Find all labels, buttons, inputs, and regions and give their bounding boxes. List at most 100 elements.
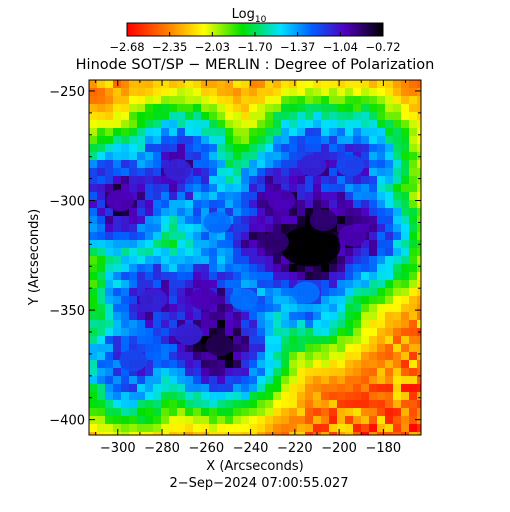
heatmap-cell [201, 432, 209, 435]
heatmap-cell [97, 320, 105, 328]
heatmap-cell [137, 408, 145, 416]
heatmap-cell [393, 144, 401, 152]
y-axis: −250−300−350−400 [49, 85, 421, 429]
heatmap-cell [185, 144, 193, 152]
heatmap-cell [393, 272, 401, 280]
heatmap-cell [241, 144, 249, 152]
heatmap-cell [113, 328, 121, 336]
x-axis: −300 −280 −260 −240 −220 −200 −180 [95, 80, 407, 456]
heatmap-cell [369, 80, 377, 88]
heatmap-cell [385, 80, 393, 88]
heatmap-cell [129, 312, 137, 320]
heatmap-cell [233, 336, 241, 344]
heatmap-cell [401, 248, 409, 256]
heatmap-cell [297, 432, 305, 435]
heatmap-cell [153, 80, 161, 88]
heatmap-cell [153, 432, 161, 435]
heatmap-cell [145, 336, 153, 344]
heatmap-cell [385, 424, 393, 432]
heatmap-cell [113, 384, 121, 392]
heatmap-cell [153, 384, 161, 392]
heatmap-cell [305, 400, 313, 408]
heatmap-cell [361, 176, 369, 184]
heatmap-cell [329, 144, 337, 152]
heatmap-cell [273, 312, 281, 320]
heatmap-cell [209, 232, 217, 240]
heatmap-cell [345, 416, 353, 424]
heatmap-cell [145, 368, 153, 376]
heatmap-cell [193, 408, 201, 416]
heatmap-cell [137, 152, 145, 160]
heatmap-cell [305, 88, 313, 96]
heatmap-cell [393, 328, 401, 336]
heatmap-cell [113, 256, 121, 264]
heatmap-cell [337, 120, 345, 128]
heatmap-cell [281, 320, 289, 328]
heatmap-cell [185, 288, 193, 296]
heatmap-cell [217, 120, 225, 128]
heatmap-cell [329, 112, 337, 120]
heatmap-cell [353, 200, 361, 208]
heatmap-cell [97, 120, 105, 128]
heatmap-cell [233, 216, 241, 224]
heatmap-cell [209, 112, 217, 120]
heatmap-cell [297, 304, 305, 312]
heatmap-cell [161, 368, 169, 376]
heatmap-cell [249, 152, 257, 160]
heatmap-cell [265, 216, 273, 224]
heatmap-cell [89, 288, 97, 296]
heatmap-cell [361, 280, 369, 288]
heatmap-cell [169, 128, 177, 136]
heatmap-cell [209, 352, 217, 360]
heatmap-cell [241, 120, 249, 128]
heatmap-cell [209, 80, 217, 88]
heatmap-cell [345, 128, 353, 136]
heatmap-cell [201, 152, 209, 160]
heatmap-cell [217, 424, 225, 432]
heatmap-cell [113, 240, 121, 248]
heatmap-cell [305, 112, 313, 120]
heatmap-cell [297, 312, 305, 320]
heatmap-cell [385, 384, 393, 392]
heatmap-cell [169, 424, 177, 432]
heatmap-cell [297, 136, 305, 144]
heatmap-cell [377, 376, 385, 384]
heatmap-cell [209, 128, 217, 136]
heatmap-cell [233, 120, 241, 128]
heatmap-cell [121, 112, 129, 120]
heatmap-cell [177, 320, 185, 328]
heatmap-feature [336, 154, 365, 177]
heatmap-cell [345, 368, 353, 376]
heatmap-cell [353, 264, 361, 272]
heatmap-cell [121, 272, 129, 280]
heatmap-feature [291, 281, 320, 304]
x-tick-label: −220 [277, 441, 313, 456]
heatmap-cell [385, 104, 393, 112]
heatmap-cell [265, 424, 273, 432]
heatmap-cell [353, 336, 361, 344]
heatmap-cell [337, 136, 345, 144]
heatmap-cell [377, 184, 385, 192]
heatmap-cell [145, 280, 153, 288]
heatmap-cell [249, 432, 257, 435]
heatmap-cell [297, 176, 305, 184]
heatmap-cell [161, 312, 169, 320]
heatmap-cell [241, 336, 249, 344]
heatmap-cell [105, 80, 113, 88]
heatmap-cell [177, 376, 185, 384]
heatmap-cell [201, 256, 209, 264]
heatmap-cell [289, 112, 297, 120]
heatmap-cell [97, 200, 105, 208]
heatmap-cell [185, 96, 193, 104]
heatmap-cell [169, 184, 177, 192]
heatmap-cell [385, 120, 393, 128]
heatmap-cell [417, 384, 421, 392]
heatmap-cell [417, 216, 421, 224]
heatmap-cell [233, 112, 241, 120]
heatmap-cell [185, 408, 193, 416]
heatmap-cell [257, 160, 265, 168]
heatmap-cell [385, 88, 393, 96]
y-tick-label: −300 [49, 195, 85, 210]
heatmap-cell [233, 88, 241, 96]
heatmap-cell [113, 216, 121, 224]
